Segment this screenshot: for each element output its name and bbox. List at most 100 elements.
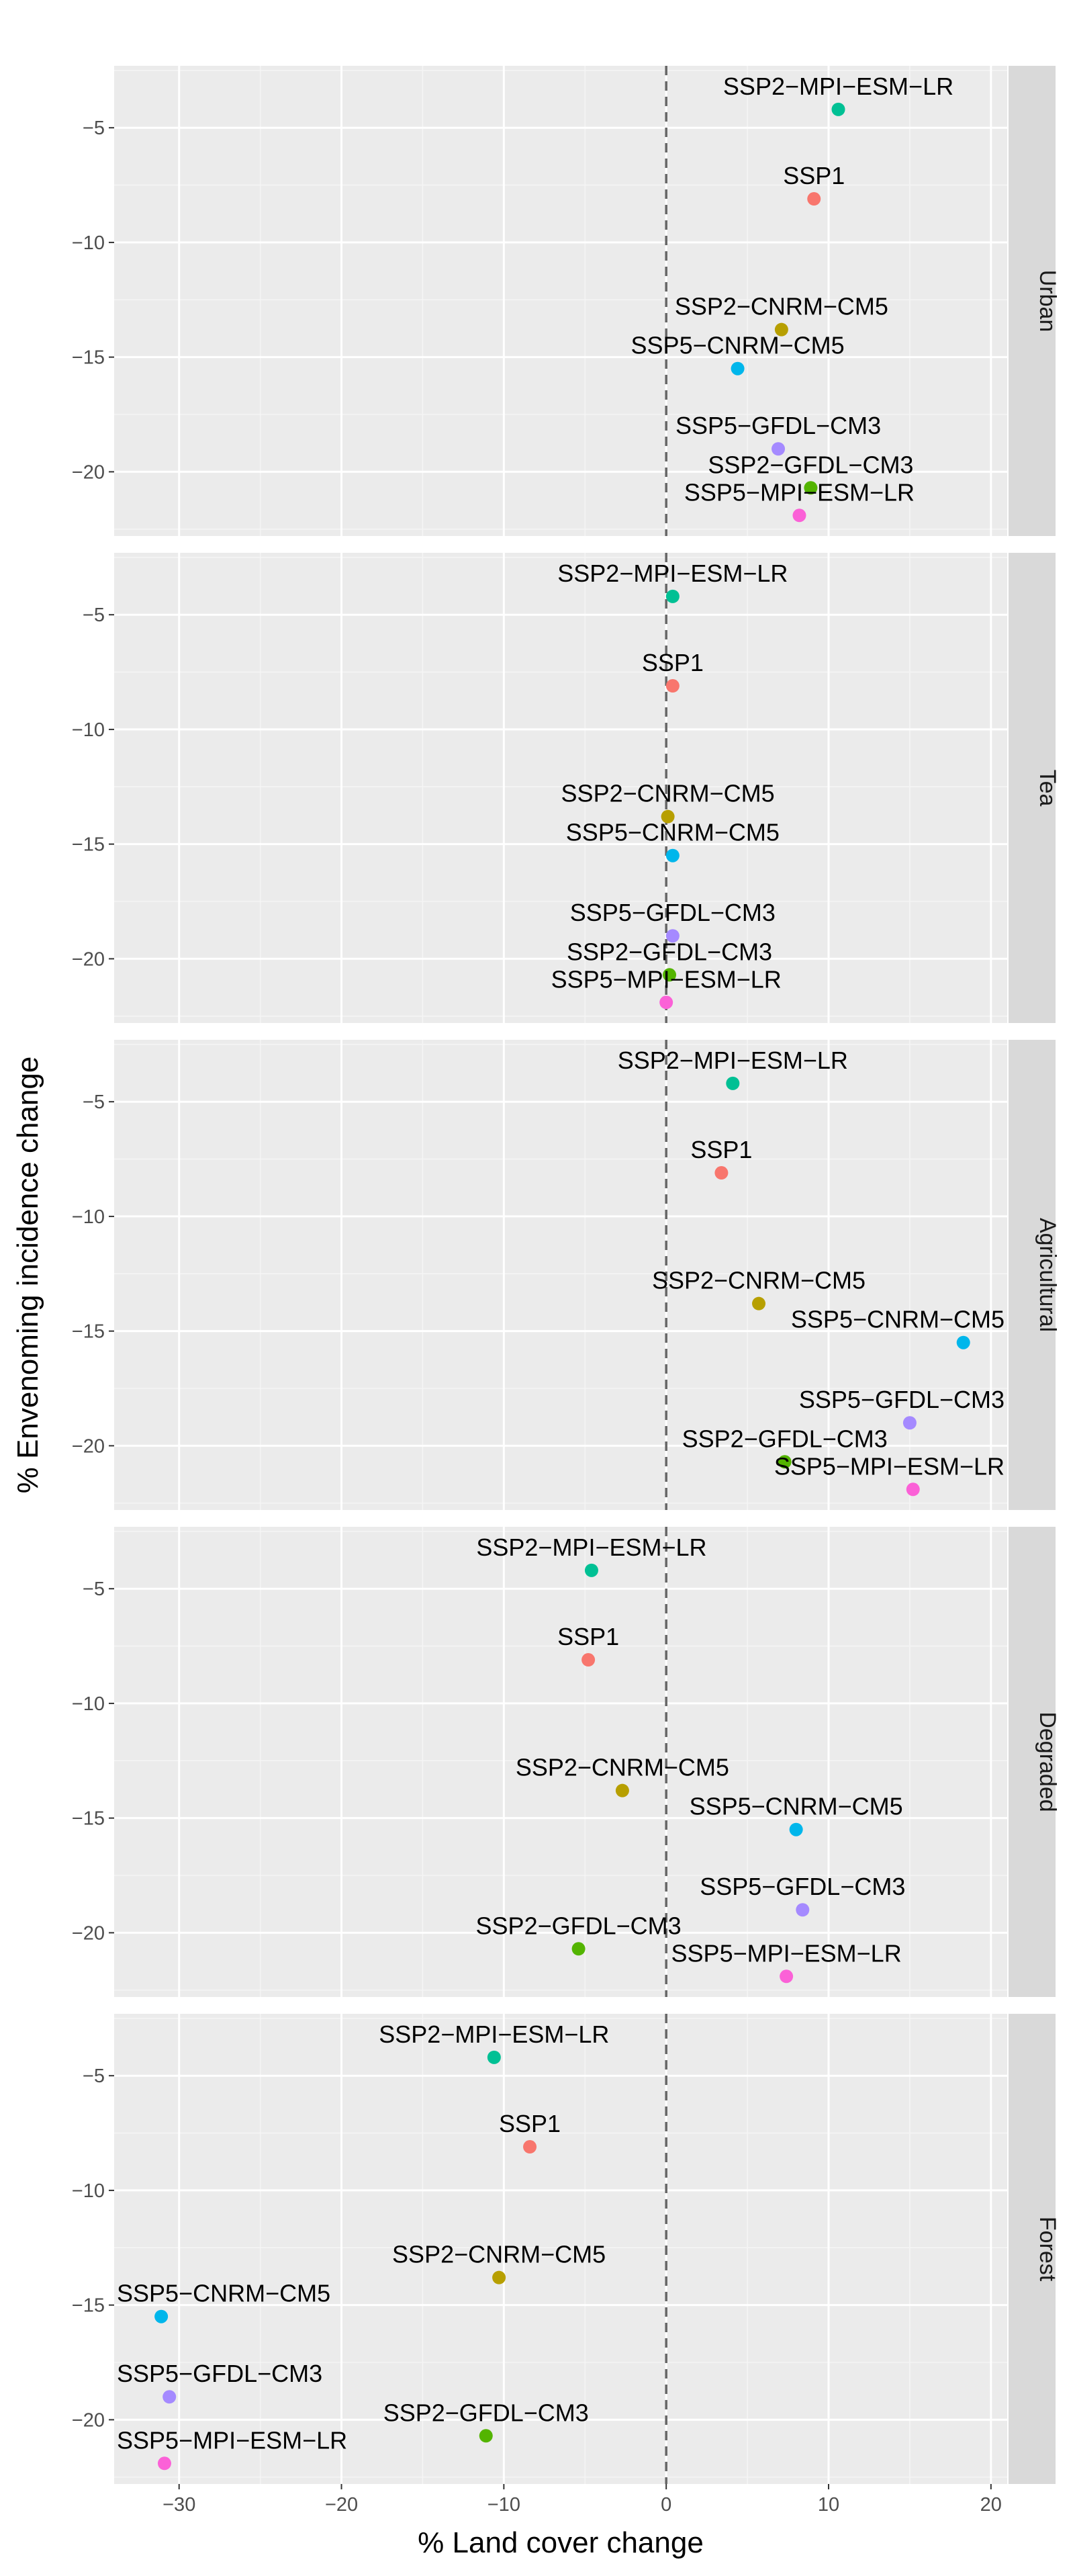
y-tick-label: −5 bbox=[83, 1092, 105, 1113]
y-tick-label: −20 bbox=[72, 2409, 105, 2431]
data-point-ssp2-cnrm-cm5 bbox=[774, 322, 788, 337]
facet-panel-tea: −5 −10 −15 −20 Tea SSP2−MPI−ESM−LR SSP1 SSP2−CN… bbox=[72, 553, 1060, 1023]
data-point-ssp5-mpi-esm-lr bbox=[792, 508, 806, 523]
data-point-label: SSP5−MPI−ESM−LR bbox=[774, 1452, 1005, 1480]
data-point-ssp5-cnrm-cm5 bbox=[956, 1335, 970, 1349]
facet-panel-urban: −5 −10 −15 −20 Urban SSP2−MPI−ESM−LR SSP1 SSP2−… bbox=[72, 66, 1060, 536]
facet-strip bbox=[1009, 1040, 1056, 1510]
x-tick-label: 20 bbox=[980, 2494, 1002, 2516]
y-tick-label: −10 bbox=[72, 719, 105, 741]
data-point-label: SSP2−CNRM−CM5 bbox=[652, 1267, 866, 1294]
data-point-ssp5-gfdl-cm3 bbox=[162, 2390, 177, 2404]
y-tick-label: −5 bbox=[83, 118, 105, 139]
data-point-label: SSP2−GFDL−CM3 bbox=[476, 1912, 682, 1939]
data-point-label: SSP5−MPI−ESM−LR bbox=[671, 1939, 902, 1967]
y-tick-label: −15 bbox=[72, 347, 105, 369]
x-tick-label: −30 bbox=[162, 2494, 195, 2516]
data-point-ssp2-gfdl-cm3 bbox=[479, 2429, 493, 2443]
data-point-ssp5-gfdl-cm3 bbox=[772, 442, 786, 456]
data-point-label: SSP2−MPI−ESM−LR bbox=[618, 1047, 848, 1074]
y-tick-label: −20 bbox=[72, 948, 105, 970]
data-point-label: SSP5−CNRM−CM5 bbox=[690, 1793, 903, 1820]
x-tick-label: −20 bbox=[325, 2494, 358, 2516]
data-point-ssp2-mpi-esm-lr bbox=[831, 102, 845, 116]
data-point-ssp5-cnrm-cm5 bbox=[665, 848, 680, 862]
data-point-ssp5-mpi-esm-lr bbox=[906, 1482, 920, 1497]
data-point-ssp5-cnrm-cm5 bbox=[154, 2309, 169, 2323]
facet-strip-label: Forest bbox=[1035, 2217, 1060, 2282]
data-point-label: SSP1 bbox=[642, 649, 704, 676]
data-point-label: SSP1 bbox=[557, 1623, 619, 1650]
y-tick-label: −10 bbox=[72, 1206, 105, 1228]
x-tick-label: 0 bbox=[661, 2494, 671, 2516]
data-point-ssp2-mpi-esm-lr bbox=[487, 2050, 501, 2064]
data-point-label: SSP2−GFDL−CM3 bbox=[383, 2399, 589, 2426]
data-point-ssp5-mpi-esm-lr bbox=[659, 995, 673, 1010]
panel-background bbox=[114, 66, 1007, 536]
data-point-label: SSP2−CNRM−CM5 bbox=[392, 2241, 606, 2268]
data-point-ssp2-mpi-esm-lr bbox=[584, 1563, 598, 1577]
facet-strip-label: Tea bbox=[1035, 770, 1060, 807]
data-point-ssp1 bbox=[714, 1166, 729, 1180]
data-point-ssp5-gfdl-cm3 bbox=[902, 1416, 917, 1430]
data-point-label: SSP2−MPI−ESM−LR bbox=[557, 560, 788, 587]
panel-background bbox=[114, 553, 1007, 1023]
data-point-label: SSP5−GFDL−CM3 bbox=[117, 2360, 322, 2387]
y-tick-label: −20 bbox=[72, 461, 105, 483]
data-point-ssp1 bbox=[581, 1653, 596, 1667]
data-point-label: SSP2−MPI−ESM−LR bbox=[476, 1534, 706, 1561]
data-point-ssp1 bbox=[523, 2140, 537, 2154]
data-point-ssp2-gfdl-cm3 bbox=[571, 1942, 586, 1956]
data-point-ssp2-gfdl-cm3 bbox=[778, 1455, 792, 1469]
data-point-ssp1 bbox=[807, 192, 821, 206]
y-axis-title: % Envenoming incidence change bbox=[11, 1057, 44, 1494]
data-point-ssp2-cnrm-cm5 bbox=[615, 1783, 629, 1797]
facet-strip-label: Agricultural bbox=[1035, 1218, 1060, 1332]
data-point-label: SSP5−CNRM−CM5 bbox=[631, 332, 845, 359]
x-axis: −30 −20 −10 0 10 20 bbox=[162, 2484, 1002, 2516]
data-point-ssp2-cnrm-cm5 bbox=[492, 2270, 506, 2284]
facet-panels: −5 −10 −15 −20 Urban SSP2−MPI−ESM−LR SSP1 SSP2−… bbox=[72, 66, 1060, 2484]
facet-panel-forest: −5 −10 −15 −20 Forest SSP2−MPI−ESM−LR SSP1 SSP2… bbox=[72, 2014, 1060, 2484]
data-point-label: SSP1 bbox=[499, 2110, 561, 2137]
data-point-label: SSP2−GFDL−CM3 bbox=[708, 451, 913, 478]
y-tick-label: −5 bbox=[83, 2066, 105, 2087]
data-point-label: SSP1 bbox=[690, 1136, 752, 1163]
data-point-ssp5-mpi-esm-lr bbox=[780, 1969, 794, 1984]
data-point-ssp2-cnrm-cm5 bbox=[752, 1296, 766, 1311]
data-point-ssp5-cnrm-cm5 bbox=[789, 1822, 803, 1836]
data-point-label: SSP5−CNRM−CM5 bbox=[117, 2280, 330, 2307]
data-point-ssp2-mpi-esm-lr bbox=[726, 1076, 740, 1090]
data-point-ssp2-gfdl-cm3 bbox=[663, 968, 677, 982]
data-point-ssp5-cnrm-cm5 bbox=[731, 361, 745, 375]
y-tick-label: −15 bbox=[72, 834, 105, 856]
data-point-label: SSP2−CNRM−CM5 bbox=[516, 1754, 729, 1781]
panel-background bbox=[114, 1527, 1007, 1997]
facet-strip bbox=[1009, 2014, 1056, 2484]
data-point-label: SSP5−MPI−ESM−LR bbox=[117, 2426, 347, 2454]
x-axis-title: % Land cover change bbox=[418, 2526, 704, 2559]
data-point-ssp5-mpi-esm-lr bbox=[157, 2456, 171, 2471]
facet-strip-label: Degraded bbox=[1035, 1712, 1060, 1812]
y-tick-label: −15 bbox=[72, 2295, 105, 2317]
data-point-label: SSP2−MPI−ESM−LR bbox=[723, 73, 953, 100]
facet-strip bbox=[1009, 66, 1056, 536]
data-point-ssp2-cnrm-cm5 bbox=[661, 809, 675, 824]
data-point-label: SSP2−GFDL−CM3 bbox=[682, 1425, 888, 1452]
data-point-label: SSP1 bbox=[783, 162, 845, 189]
y-tick-label: −15 bbox=[72, 1321, 105, 1343]
data-point-label: SSP5−GFDL−CM3 bbox=[675, 412, 881, 439]
data-point-label: SSP5−GFDL−CM3 bbox=[570, 899, 776, 926]
data-point-label: SSP5−CNRM−CM5 bbox=[791, 1306, 1005, 1333]
data-point-label: SSP5−MPI−ESM−LR bbox=[551, 965, 782, 993]
data-point-label: SSP2−CNRM−CM5 bbox=[561, 780, 775, 807]
y-tick-label: −10 bbox=[72, 2180, 105, 2202]
y-tick-label: −5 bbox=[83, 605, 105, 626]
y-tick-label: −10 bbox=[72, 1693, 105, 1715]
facet-strip bbox=[1009, 553, 1056, 1023]
x-tick-label: 10 bbox=[818, 2494, 839, 2516]
data-point-label: SSP5−GFDL−CM3 bbox=[700, 1873, 905, 1900]
data-point-label: SSP5−GFDL−CM3 bbox=[799, 1386, 1005, 1413]
facet-panel-degraded: −5 −10 −15 −20 Degraded SSP2−MPI−ESM−LR SSP1 SS… bbox=[72, 1527, 1060, 1997]
